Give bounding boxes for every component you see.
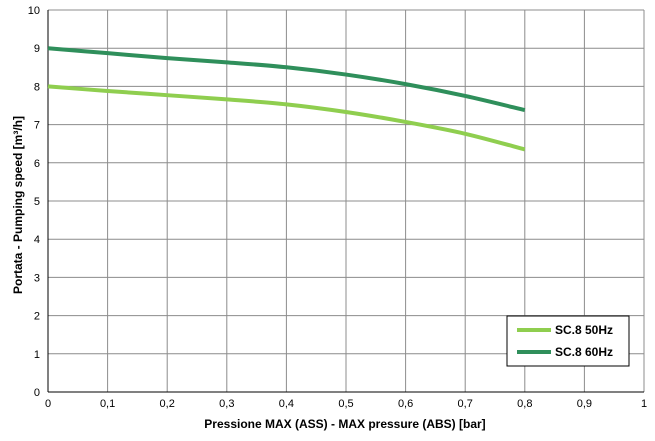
- x-tick-label: 0,3: [219, 398, 234, 410]
- x-tick-label: 0,8: [517, 398, 532, 410]
- y-tick-label: 2: [34, 311, 40, 323]
- x-tick-label: 0,6: [398, 398, 413, 410]
- x-axis-title: Pressione MAX (ASS) - MAX pressure (ABS)…: [204, 417, 485, 431]
- x-tick-label: 0,2: [160, 398, 175, 410]
- y-tick-label: 1: [34, 349, 40, 361]
- series-line-1: [47, 84, 526, 152]
- legend-label: SC.8 60Hz: [555, 345, 613, 359]
- y-tick-label: 0: [34, 387, 40, 399]
- legend-box: [506, 315, 630, 367]
- x-tick-label: 0,1: [100, 398, 115, 410]
- x-tick-label: 1: [641, 398, 647, 410]
- y-tick-label: 6: [34, 158, 40, 170]
- y-tick-label: 3: [34, 272, 40, 284]
- y-tick-label: 4: [34, 234, 40, 246]
- y-tick-label: 8: [34, 81, 40, 93]
- y-axis-title: Portata - Pumping speed [m³/h]: [11, 116, 25, 294]
- y-tick-label: 7: [34, 120, 40, 132]
- y-tick-label: 10: [28, 5, 40, 17]
- x-tick-label: 0,7: [458, 398, 473, 410]
- x-tick-label: 0: [45, 398, 51, 410]
- legend: SC.8 50Hz SC.8 60Hz: [506, 315, 630, 367]
- x-tick-label: 0,5: [338, 398, 353, 410]
- x-tick-label: 0,9: [577, 398, 592, 410]
- y-tick-label: 9: [34, 43, 40, 55]
- legend-label: SC.8 50Hz: [555, 323, 613, 337]
- tick-labels: 0 0,1 0,2 0,3 0,4 0,5 0,6 0,7 0,8 0,9 101234567891…: [28, 5, 647, 410]
- x-tick-label: 0,4: [279, 398, 294, 410]
- series-line-2: [47, 46, 526, 113]
- y-tick-label: 5: [34, 196, 40, 208]
- series-lines: [47, 46, 526, 152]
- axes: [47, 10, 644, 393]
